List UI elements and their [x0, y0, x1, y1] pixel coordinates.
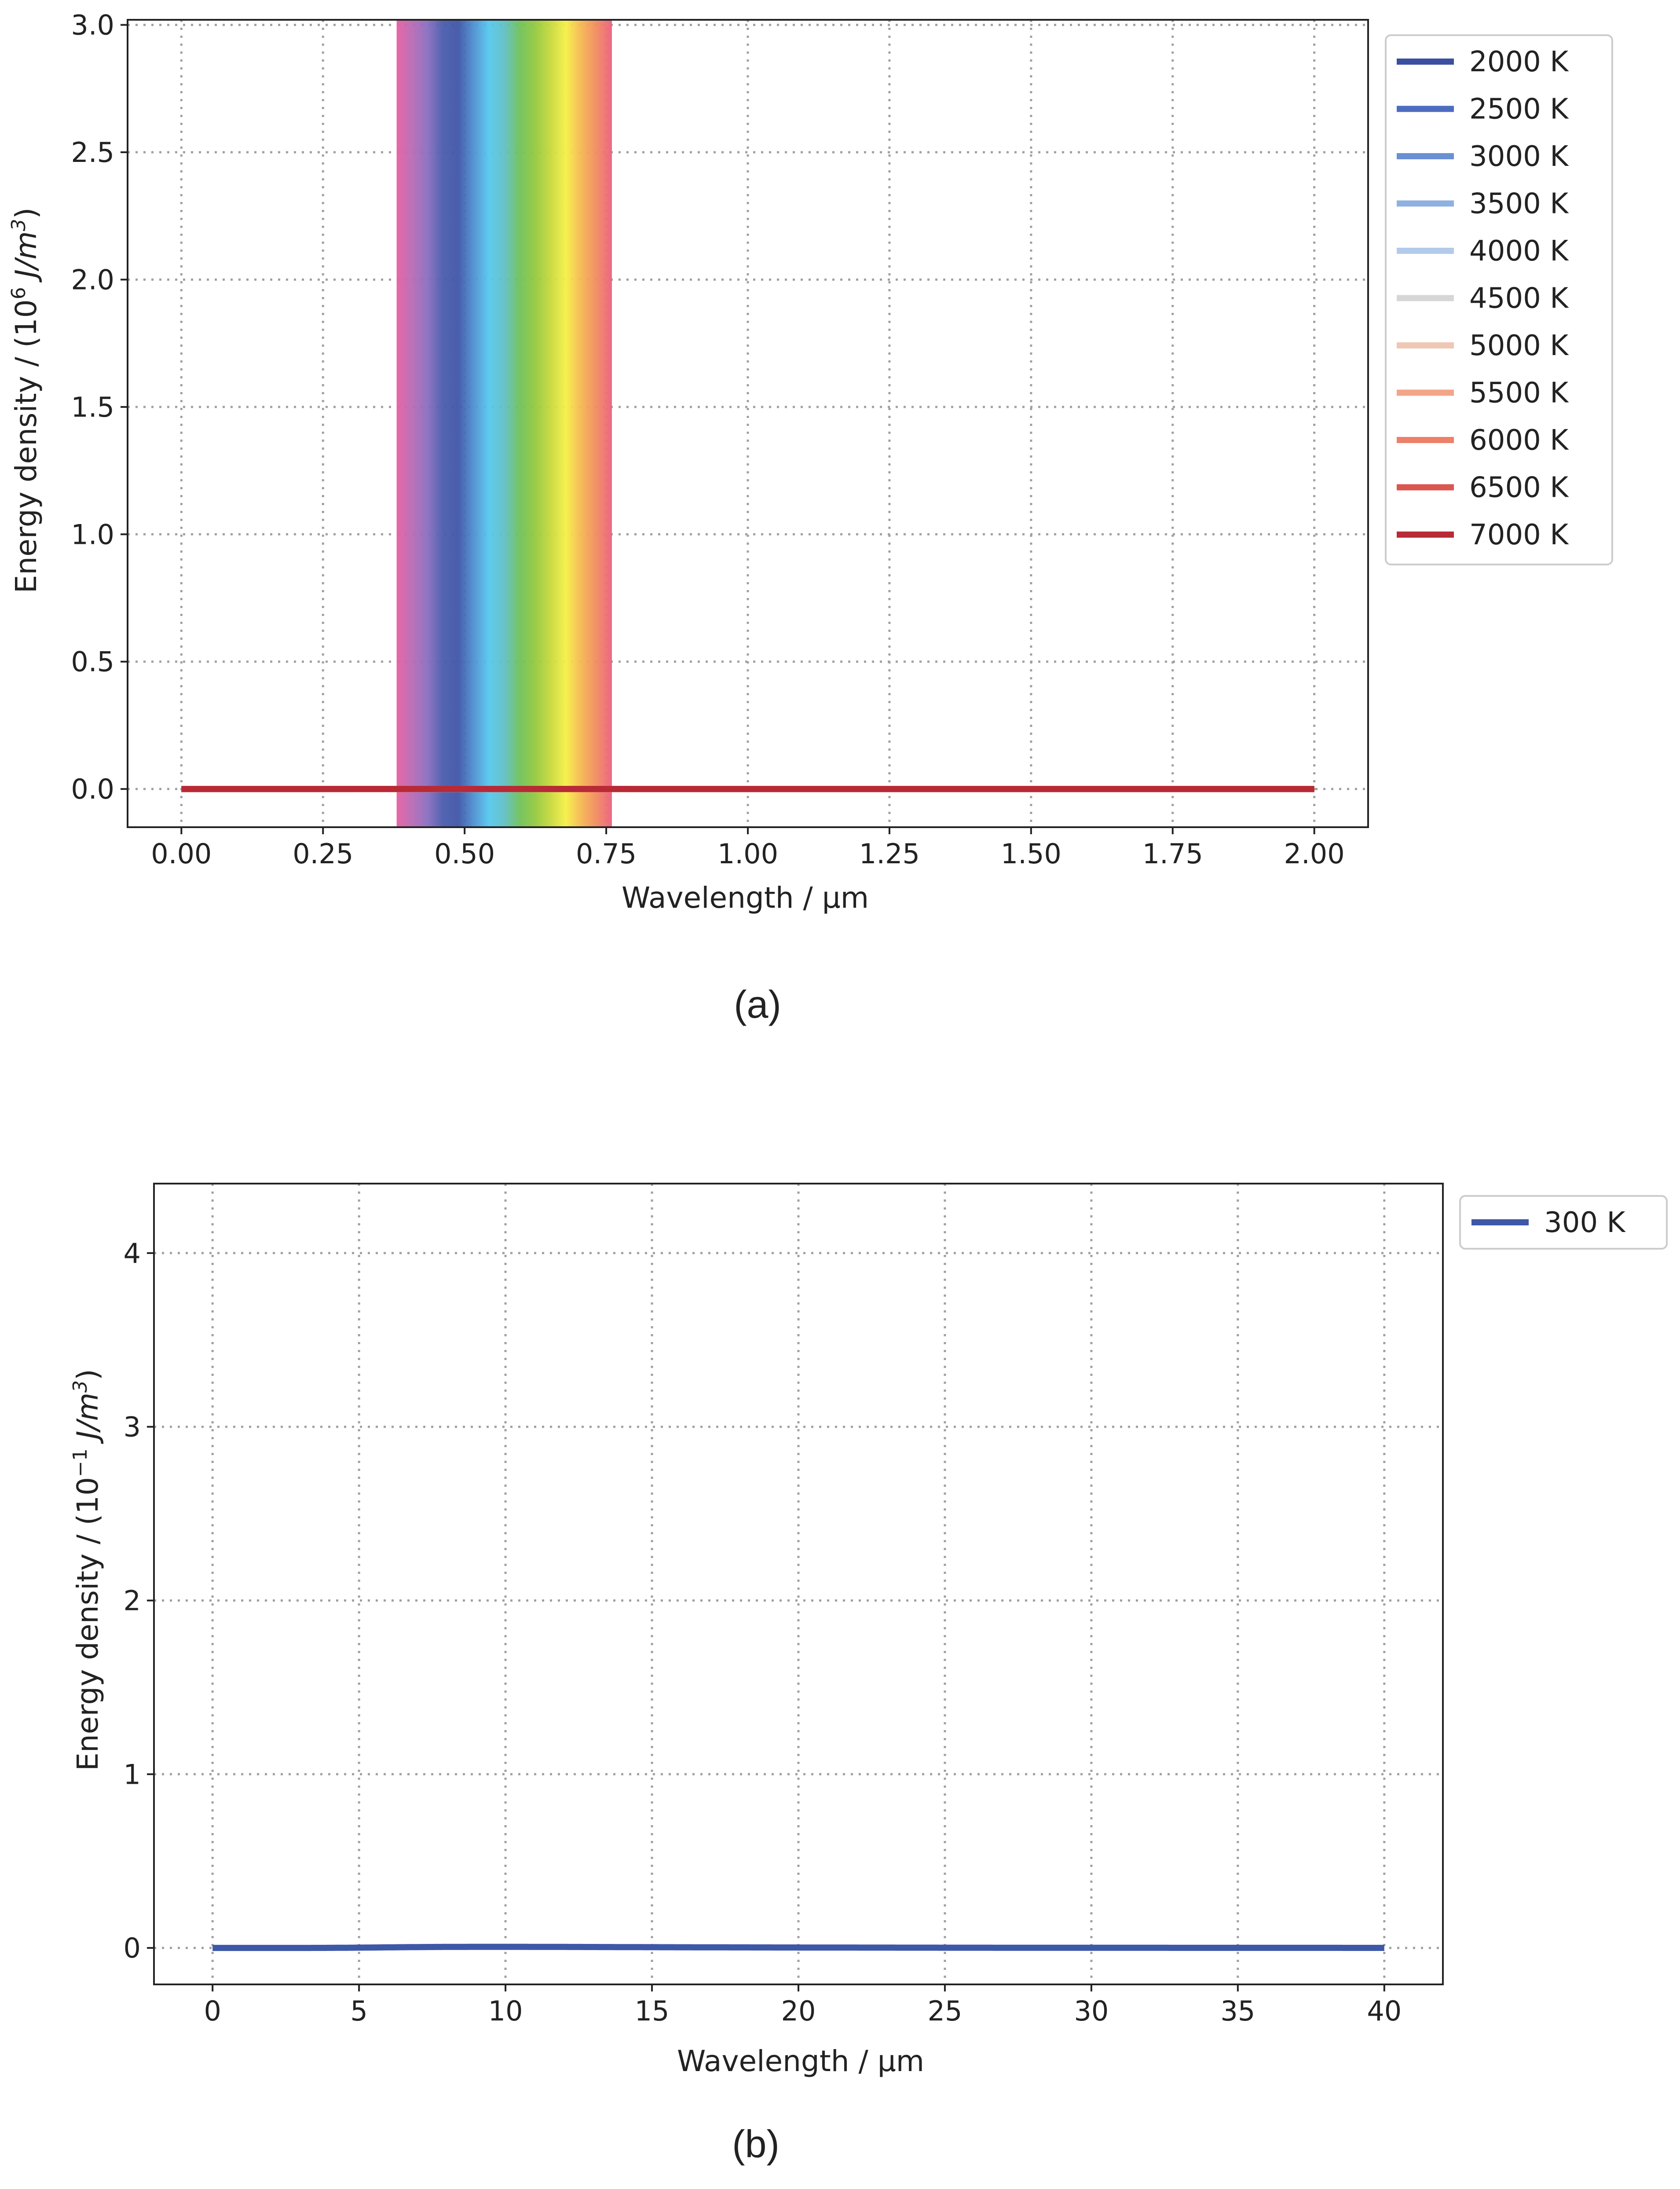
legend-label-6500-k: 6500 K — [1469, 472, 1569, 504]
legend-label-2000-k: 2000 K — [1469, 46, 1569, 78]
legend-label-4500-k: 4500 K — [1469, 282, 1569, 315]
legend-label-3500-k: 3500 K — [1469, 188, 1569, 220]
panel-b-chart: 0 5 10 15 20 25 30 35 40 0 1 2 3 4 Wavelength / μm E… — [69, 1183, 1668, 2166]
a-x-tick-label: 0.25 — [293, 838, 353, 870]
a-y-tick-label: 0.5 — [71, 646, 114, 678]
a-x-tick-label: 1.25 — [859, 838, 920, 870]
panel-a-legend-box — [1385, 34, 1613, 565]
b-y-tick-label: 0 — [124, 1932, 141, 1964]
panel-a-x-ticks: 0.00 0.25 0.50 0.75 1.00 1.25 1.50 1.75 2.00 — [151, 827, 1345, 870]
panel-b-legend: 300 K — [1459, 1195, 1668, 1250]
panel-a-x-axis-label: Wavelength / μm — [622, 881, 869, 915]
b-x-tick-label: 40 — [1367, 1995, 1402, 2027]
b-y-tick-label: 1 — [124, 1758, 141, 1790]
a-x-tick-label: 0.00 — [151, 838, 212, 870]
panel-b-x-axis-label: Wavelength / μm — [677, 2044, 924, 2078]
a-y-tick-label: 3.0 — [71, 9, 114, 41]
legend-label-6000-k: 6000 K — [1469, 424, 1569, 457]
panel-a-y-axis-label: Energy density / (106 J/m3) — [7, 208, 44, 594]
b-x-tick-label: 15 — [635, 1995, 670, 2027]
series-line-300-k — [211, 1943, 1386, 1951]
legend-label-5500-k: 5500 K — [1469, 377, 1569, 410]
legend-label-4000-k: 4000 K — [1469, 235, 1569, 268]
a-y-tick-label: 1.5 — [71, 391, 114, 423]
panel-a-chart: 0.00 0.25 0.50 0.75 1.00 1.25 1.50 1.75 2.00 0.0… — [7, 9, 1613, 1026]
panel-b-x-ticks: 0 5 10 15 20 25 30 35 40 — [204, 1984, 1402, 2027]
b-x-tick-label: 30 — [1074, 1995, 1109, 2027]
panel-a-legend: 2000 K 2500 K 3000 K 3500 K 4000 K 4500 K 5000… — [1385, 34, 1613, 565]
visible-spectrum-band — [396, 20, 612, 827]
b-y-tick-label: 2 — [124, 1585, 141, 1617]
legend-label-5000-k: 5000 K — [1469, 330, 1569, 362]
b-x-tick-label: 0 — [204, 1995, 221, 2027]
legend-label-300-k: 300 K — [1544, 1206, 1626, 1239]
legend-label-3000-k: 3000 K — [1469, 140, 1569, 173]
a-y-tick-label: 1.0 — [71, 518, 114, 550]
b-x-tick-label: 5 — [350, 1995, 367, 2027]
panel-a-grid — [128, 20, 1368, 827]
panel-a-y-ticks: 0.0 0.5 1.0 1.5 2.0 2.5 3.0 — [71, 9, 128, 805]
a-x-tick-label: 1.75 — [1142, 838, 1203, 870]
panel-b-y-ticks: 0 1 2 3 4 — [124, 1237, 154, 1964]
a-plot-background — [128, 20, 1368, 827]
b-y-tick-label: 3 — [124, 1411, 141, 1443]
b-x-tick-label: 35 — [1220, 1995, 1255, 2027]
a-y-tick-label: 2.5 — [71, 136, 114, 169]
a-y-tick-label: 0.0 — [71, 773, 114, 805]
b-x-tick-label: 25 — [928, 1995, 963, 2027]
b-x-tick-label: 20 — [781, 1995, 816, 2027]
b-y-tick-label: 4 — [124, 1237, 141, 1269]
panel-b-caption: (b) — [732, 2122, 780, 2166]
a-y-tick-label: 2.0 — [71, 264, 114, 296]
b-x-tick-label: 10 — [488, 1995, 523, 2027]
a-x-tick-label: 1.50 — [1001, 838, 1061, 870]
legend-label-7000-k: 7000 K — [1469, 519, 1569, 551]
panel-b-legend-box — [1459, 1195, 1668, 1250]
a-x-tick-label: 0.50 — [434, 838, 495, 870]
panel-b-series — [211, 1943, 1386, 1951]
legend-label-2500-k: 2500 K — [1469, 93, 1569, 126]
panel-b-y-axis-label: Energy density / (10−1 J/m3) — [69, 1369, 105, 1771]
a-x-tick-label: 1.00 — [717, 838, 778, 870]
a-x-tick-label: 0.75 — [576, 838, 637, 870]
panel-b-grid — [154, 1184, 1443, 1984]
panel-a-caption: (a) — [734, 983, 781, 1026]
a-x-tick-label: 2.00 — [1284, 838, 1345, 870]
